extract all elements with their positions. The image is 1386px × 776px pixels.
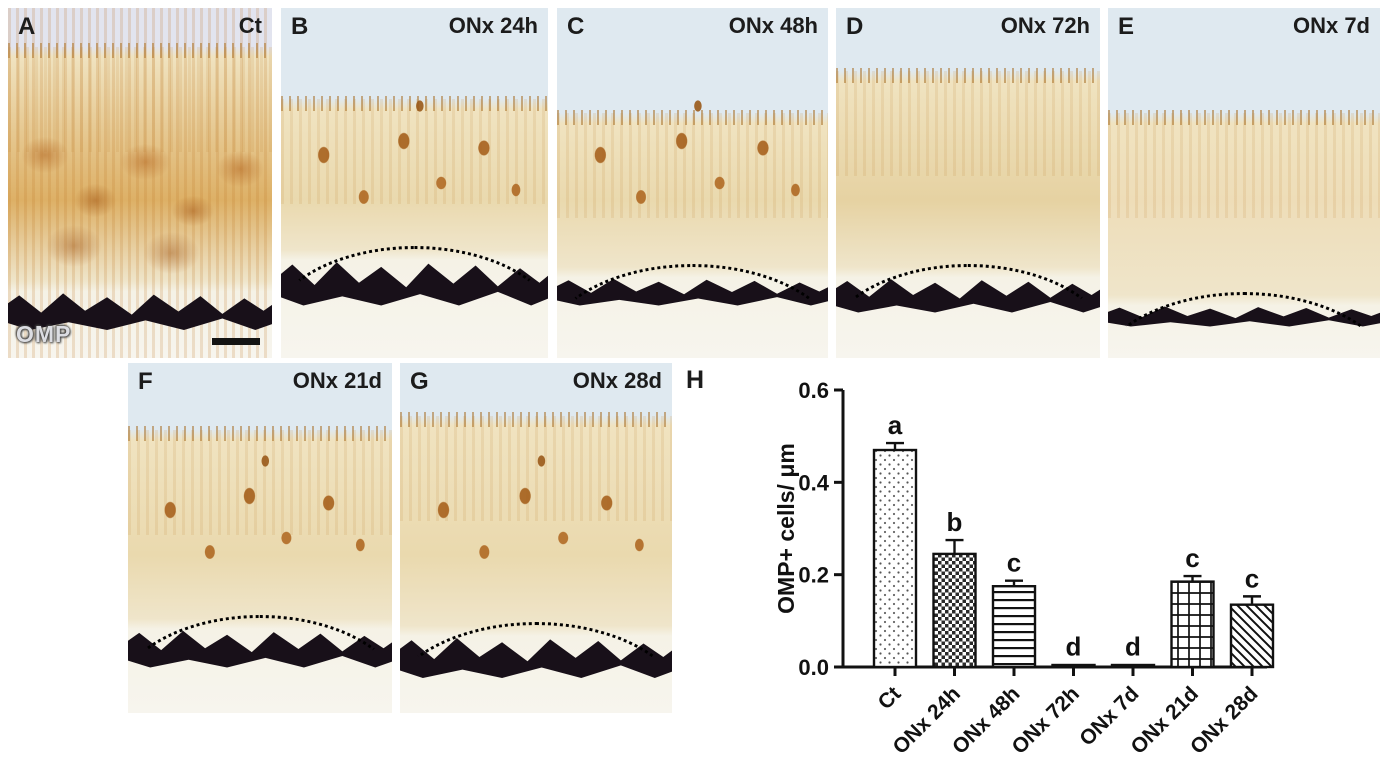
basal-lamina-dotted-line xyxy=(557,263,828,359)
epithelium-fringe xyxy=(1108,109,1380,125)
bar-ONx 28d xyxy=(1229,603,1275,669)
x-tick-label: Ct xyxy=(874,682,906,714)
micrograph-image xyxy=(8,8,272,358)
panel-condition-label: ONx 24h xyxy=(448,13,538,38)
micrograph-image xyxy=(281,8,548,358)
bar-ONx 24h xyxy=(932,552,977,669)
micrograph-panel-e: E ONx 7d xyxy=(1108,8,1380,358)
significance-letter: c xyxy=(1185,543,1199,573)
micrograph-panel-f: F ONx 21d xyxy=(128,363,392,713)
bar-chart-omp-cells: 0.0 0.2 0.4 0.6 OMP+ cells/ μm a Ct b ONx 24h c ON… xyxy=(770,372,1380,776)
bar-ONx 21d xyxy=(1170,580,1215,669)
micrograph-image xyxy=(557,8,828,358)
basal-lamina-dotted-line xyxy=(128,615,392,713)
tissue-striations xyxy=(1108,113,1380,218)
panel-letter: G xyxy=(410,368,429,395)
y-axis-label: OMP+ cells/ μm xyxy=(773,443,799,614)
basal-lamina-dotted-line xyxy=(400,622,672,713)
panel-condition-label: Ct xyxy=(238,13,262,38)
panel-condition-label: ONx 7d xyxy=(1292,13,1370,38)
micrograph-panel-d: D ONx 72h xyxy=(836,8,1100,358)
significance-letter: c xyxy=(1245,563,1259,593)
panel-condition-label: ONx 48h xyxy=(728,13,818,38)
micrograph-panel-a: A Ct OMP xyxy=(8,8,272,358)
bar-ONx 72h xyxy=(1051,663,1096,669)
panel-condition-label: ONx 72h xyxy=(1000,13,1090,38)
panel-letter: D xyxy=(846,13,864,40)
stain-label: OMP xyxy=(16,321,72,347)
panel-letter-h: H xyxy=(686,366,705,394)
micrograph-panel-c: C ONx 48h xyxy=(557,8,828,358)
panel-letter: C xyxy=(567,13,585,40)
panel-letter: B xyxy=(291,13,309,40)
tissue-striations xyxy=(836,71,1100,176)
panel-condition-label: ONx 21d xyxy=(292,368,382,393)
micrograph-image xyxy=(400,363,672,713)
micrograph-panel-g: G ONx 28d xyxy=(400,363,672,713)
significance-letter: d xyxy=(1066,632,1082,662)
panel-condition-label: ONx 28d xyxy=(572,368,662,393)
basal-lamina-dotted-line xyxy=(281,246,548,358)
micrograph-panel-b: B ONx 24h xyxy=(281,8,548,358)
basal-lamina-dotted-line xyxy=(836,263,1100,359)
epithelium-fringe xyxy=(836,67,1100,83)
bar-ONx 7d xyxy=(1110,663,1156,669)
significance-letter: b xyxy=(947,507,963,537)
significance-letter: d xyxy=(1125,632,1141,662)
y-tick-label: 0.6 xyxy=(798,378,829,403)
significance-letter: a xyxy=(888,410,903,440)
significance-letter: c xyxy=(1007,548,1021,578)
panel-letter: F xyxy=(138,368,153,395)
panel-letter: A xyxy=(18,13,36,40)
basal-lamina-dotted-line xyxy=(1108,291,1380,359)
y-tick-label: 0.4 xyxy=(798,470,829,495)
panel-letter: E xyxy=(1118,13,1135,40)
bar-Ct xyxy=(872,448,918,669)
micrograph-image xyxy=(1108,8,1380,358)
scale-bar xyxy=(212,338,260,345)
y-tick-label: 0.0 xyxy=(798,655,829,680)
micrograph-image xyxy=(128,363,392,713)
y-tick-label: 0.2 xyxy=(798,563,829,588)
bar-ONx 48h xyxy=(991,585,1037,669)
omp-stained-cells xyxy=(8,8,272,358)
micrograph-image xyxy=(836,8,1100,358)
